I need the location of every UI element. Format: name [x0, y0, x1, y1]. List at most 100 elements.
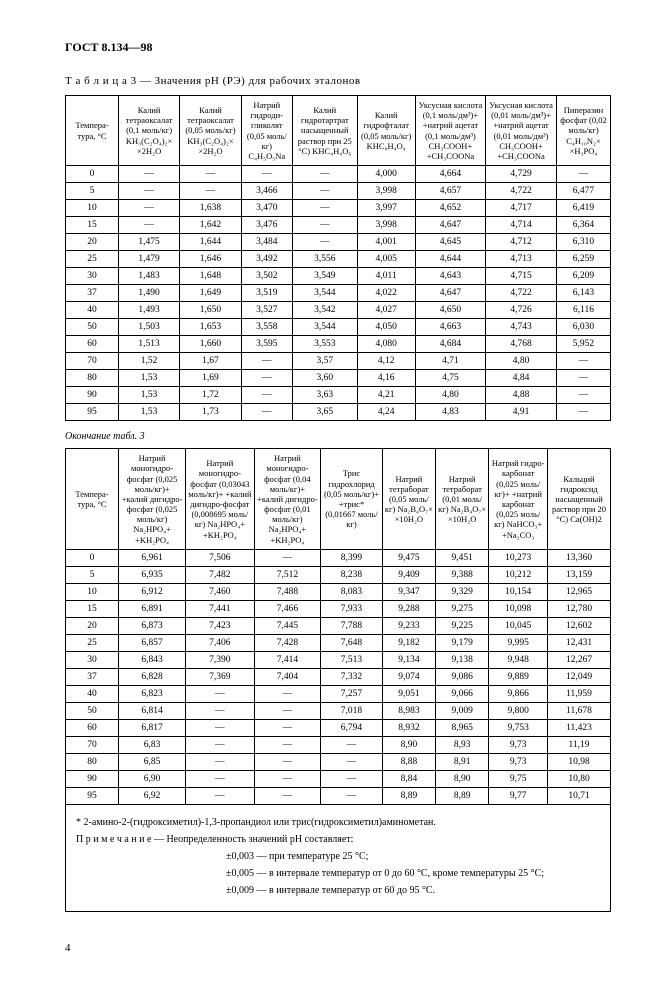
cell-value: 6,116 [556, 302, 610, 319]
cell-value: — [292, 200, 357, 217]
cell-value: 9,275 [436, 600, 489, 617]
cell-value: 6,891 [119, 600, 186, 617]
column-header: Калий гидротартрат насыщенный раствор пр… [292, 96, 357, 166]
cell-value: — [119, 200, 180, 217]
table-row: 401,4931,6503,5273,5424,0274,6504,7266,1… [66, 302, 611, 319]
cell-value: 6,961 [119, 549, 186, 566]
table-row: 15—1,6423,476—3,9984,6474,7146,364 [66, 217, 611, 234]
table-row: 5——3,466—3,9984,6574,7226,477 [66, 183, 611, 200]
cell-value: 7,460 [186, 583, 254, 600]
cell-temp: 80 [66, 370, 119, 387]
column-header: Натрий моногидро-фосфат (0,04 моль/кг)+ … [254, 449, 321, 550]
cell-value: 4,24 [357, 404, 415, 421]
cell-value: 4,80 [486, 353, 557, 370]
cell-value: 4,12 [357, 353, 415, 370]
cell-value: 1,483 [119, 268, 180, 285]
cell-temp: 37 [66, 285, 119, 302]
cell-value: 9,086 [436, 668, 489, 685]
cell-value: — [321, 770, 383, 787]
cell-value: 3,998 [357, 183, 415, 200]
table-row: 706,83———8,908,939,7311,19 [66, 736, 611, 753]
table-row: 951,531,73—3,654,244,834,91— [66, 404, 611, 421]
table-row: 901,531,72—3,634,214,804,88— [66, 387, 611, 404]
cell-temp: 90 [66, 387, 119, 404]
cell-value: 1,72 [180, 387, 241, 404]
cell-value: 3,476 [241, 217, 292, 234]
note-line: П р и м е ч а н и е — Неопределенность з… [76, 833, 600, 847]
cell-temp: 20 [66, 617, 119, 634]
cell-value: 6,823 [119, 685, 186, 702]
cell-value: — [321, 787, 383, 804]
column-header: Кальций гидроксид насыщенный раствор при… [548, 449, 611, 550]
cell-value: 6,209 [556, 268, 610, 285]
cell-value: 9,889 [489, 668, 548, 685]
table-row: 601,5131,6603,5953,5534,0804,6844,7685,9… [66, 336, 611, 353]
cell-value: 6,310 [556, 234, 610, 251]
note-intro: — Неопределенность значений pH составляе… [151, 834, 353, 845]
cell-value: 10,98 [548, 753, 611, 770]
table-row: 701,521,67—3,574,124,714,80— [66, 353, 611, 370]
table-row: 406,823——7,2579,0519,0669,86611,959 [66, 685, 611, 702]
cell-value: 3,470 [241, 200, 292, 217]
cell-value: 12,431 [548, 634, 611, 651]
cell-value: 3,57 [292, 353, 357, 370]
cell-value: 4,91 [486, 404, 557, 421]
cell-value: — [556, 387, 610, 404]
cell-value: 1,503 [119, 319, 180, 336]
cell-value: 4,88 [486, 387, 557, 404]
cell-temp: 10 [66, 200, 119, 217]
cell-value: 4,21 [357, 387, 415, 404]
cell-value: — [119, 183, 180, 200]
cell-value: 4,684 [415, 336, 485, 353]
table-row: 201,4751,6443,484—4,0014,6454,7126,310 [66, 234, 611, 251]
cell-value: 8,238 [321, 566, 383, 583]
page-number: 4 [65, 942, 611, 954]
cell-value: — [556, 166, 610, 183]
cell-temp: 95 [66, 787, 119, 804]
cell-value: 13,159 [548, 566, 611, 583]
caption-rest: — Значения pH (РЭ) для рабочих эталонов [137, 75, 361, 87]
table-row: 206,8737,4237,4457,7889,2339,22510,04512… [66, 617, 611, 634]
cell-value: — [186, 702, 254, 719]
cell-value: 4,011 [357, 268, 415, 285]
cell-value: 9,75 [489, 770, 548, 787]
cell-value: 6,90 [119, 770, 186, 787]
cell-value: 10,154 [489, 583, 548, 600]
cell-value: 9,388 [436, 566, 489, 583]
cell-value: 7,513 [321, 651, 383, 668]
table-row: 10—1,6383,470—3,9974,6524,7176,419 [66, 200, 611, 217]
cell-value: 6,817 [119, 719, 186, 736]
table-2: Темпера- тура, °C Натрий моногидро-фосфа… [65, 448, 611, 805]
cell-value: — [119, 217, 180, 234]
cell-value: 1,53 [119, 370, 180, 387]
cell-temp: 80 [66, 753, 119, 770]
cell-value: 8,399 [321, 549, 383, 566]
cell-value: 1,653 [180, 319, 241, 336]
cell-temp: 15 [66, 217, 119, 234]
cell-value: 6,912 [119, 583, 186, 600]
table-row: 906,90———8,848,909,7510,80 [66, 770, 611, 787]
cell-value: 4,022 [357, 285, 415, 302]
cell-value: 1,660 [180, 336, 241, 353]
cell-temp: 20 [66, 234, 119, 251]
table-row: 106,9127,4607,4888,0839,3479,32910,15412… [66, 583, 611, 600]
cell-value: 4,647 [415, 217, 485, 234]
cell-value: 4,743 [486, 319, 557, 336]
cell-value: — [186, 719, 254, 736]
cell-value: 10,212 [489, 566, 548, 583]
cell-temp: 30 [66, 651, 119, 668]
cell-value: 3,492 [241, 251, 292, 268]
column-header: Трис гидрохлорид (0,05 моль/кг)+ +трис* … [321, 449, 383, 550]
cell-value: 8,93 [436, 736, 489, 753]
column-header: Натрий моногидро-фосфат (0,03043 моль/кг… [186, 449, 254, 550]
cell-value: 3,527 [241, 302, 292, 319]
cell-value: 4,726 [486, 302, 557, 319]
table-row: 371,4901,6493,5193,5444,0224,6474,7226,1… [66, 285, 611, 302]
cell-value: 7,369 [186, 668, 254, 685]
cell-value: 7,466 [254, 600, 321, 617]
col-temperature: Темпера- тура, °C [66, 449, 119, 550]
column-header: Уксусная кислота (0,01 моль/дм³)+ +натри… [486, 96, 557, 166]
cell-value: 4,714 [486, 217, 557, 234]
cell-temp: 25 [66, 634, 119, 651]
cell-value: 7,441 [186, 600, 254, 617]
